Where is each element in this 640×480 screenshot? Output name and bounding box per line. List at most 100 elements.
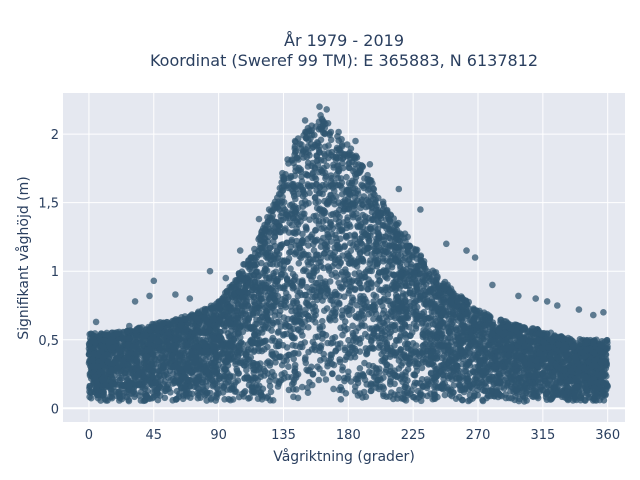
data-point [344,250,351,257]
data-point [275,380,283,388]
data-point [287,265,294,273]
data-point [292,208,300,216]
data-point [311,165,319,172]
data-point [464,304,472,312]
data-point [332,269,339,277]
data-point [362,330,369,338]
data-point [480,337,487,344]
data-point [369,215,377,223]
data-point [420,287,428,294]
data-point [224,378,232,386]
data-point [279,296,286,303]
data-point [315,376,323,384]
data-point [293,287,301,295]
data-point [339,159,346,167]
data-point [345,306,353,313]
data-point [290,355,298,363]
data-point [403,306,411,314]
data-point [169,376,177,383]
data-point [412,342,420,349]
data-point [389,271,397,278]
data-point [469,395,476,402]
data-point [295,156,302,163]
data-point [485,392,492,400]
data-point [340,293,348,301]
data-point [361,359,368,367]
data-point [310,313,318,321]
data-point [557,374,565,381]
data-point [319,370,327,377]
data-point [302,306,309,314]
data-point [293,249,300,256]
data-point [286,249,293,256]
data-point [320,164,327,172]
data-point [404,385,412,392]
data-point [332,305,340,313]
data-point [392,349,399,357]
data-point [425,322,432,330]
data-point [363,350,371,357]
data-point [274,329,282,336]
data-point [434,372,441,380]
data-point [304,384,311,392]
data-point [332,231,339,239]
data-point [386,330,394,337]
data-point [383,361,391,368]
data-point [320,224,328,231]
data-point [337,235,344,242]
data-point [324,254,331,261]
data-point [233,349,241,356]
chart-title-line1: År 1979 - 2019 [284,31,404,50]
data-point [367,280,375,288]
data-point [312,226,320,234]
data-point [349,322,357,330]
data-point [86,393,93,401]
data-point [322,175,329,182]
data-point [235,270,243,277]
data-point [343,255,351,263]
data-point [356,390,364,397]
data-point [331,316,339,324]
data-point [403,276,411,284]
data-point [352,383,359,391]
data-point [302,170,310,178]
data-point [277,353,284,360]
data-point [306,189,313,197]
data-point [318,115,326,123]
data-point [304,143,312,150]
data-point [376,277,383,285]
data-point [440,371,447,379]
data-point [356,365,364,372]
data-point [430,269,438,277]
data-point [247,354,255,361]
data-point [222,373,230,381]
data-point [279,284,287,292]
data-point [473,336,481,344]
data-point [379,302,386,310]
data-point [370,315,377,323]
data-point [267,388,275,396]
data-point [306,379,313,386]
data-point [268,368,276,376]
data-point [266,362,274,369]
data-point [273,318,281,326]
data-point [372,206,380,213]
data-point [327,136,335,144]
data-point [399,290,407,297]
data-point [423,376,431,383]
data-points [85,103,611,405]
data-point [313,139,321,146]
data-point [167,389,174,396]
data-point [299,343,306,351]
data-point [274,204,281,212]
data-point [576,336,584,343]
data-point [330,385,337,393]
data-point [380,385,388,392]
data-point [312,212,320,220]
data-point [375,385,383,393]
data-point [345,311,353,319]
data-point [186,383,194,390]
data-point [398,362,405,369]
data-point [325,142,332,149]
data-point [282,304,289,311]
